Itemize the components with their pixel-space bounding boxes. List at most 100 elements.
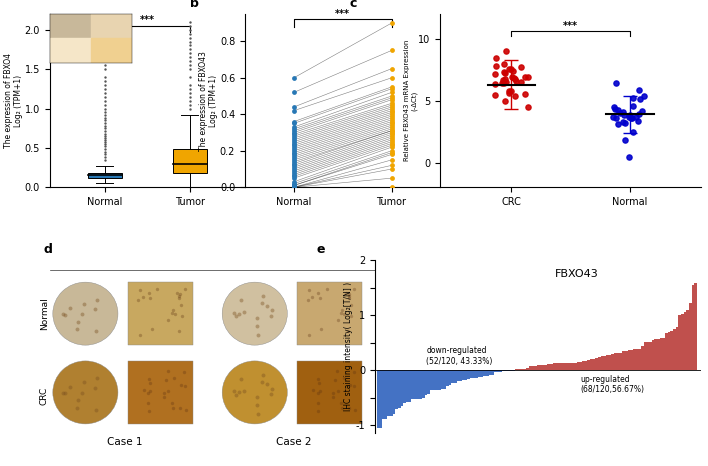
- Point: [184, 65, 195, 73]
- Point: [288, 120, 299, 127]
- Bar: [651, 340, 654, 370]
- Point: [73, 318, 84, 325]
- Point: [158, 390, 169, 397]
- Bar: [569, 363, 571, 370]
- Point: [329, 376, 341, 384]
- Point: [312, 399, 324, 406]
- Point: [288, 144, 299, 151]
- Point: [386, 116, 397, 123]
- Point: [176, 312, 188, 320]
- Point: [251, 393, 263, 401]
- Point: [91, 375, 103, 382]
- Point: [315, 325, 326, 333]
- Text: ***: ***: [335, 9, 350, 20]
- Point: [230, 391, 241, 398]
- Point: [258, 293, 269, 300]
- Bar: [520, 369, 523, 370]
- Bar: [414, 370, 416, 399]
- Point: [331, 367, 343, 375]
- Point: [615, 110, 626, 117]
- Point: [99, 105, 110, 112]
- Bar: [464, 370, 467, 380]
- Bar: [609, 355, 612, 370]
- Bar: [670, 331, 673, 370]
- Bar: [593, 359, 595, 370]
- Point: [99, 97, 110, 104]
- Point: [64, 304, 76, 312]
- Point: [175, 381, 186, 389]
- Circle shape: [222, 282, 287, 345]
- Point: [230, 312, 241, 320]
- Bar: [435, 370, 438, 390]
- Text: ***: ***: [139, 15, 155, 25]
- Bar: [654, 339, 657, 370]
- Point: [386, 85, 397, 93]
- Bar: [625, 351, 627, 370]
- Point: [288, 74, 299, 82]
- Point: [499, 69, 510, 77]
- Point: [257, 299, 268, 307]
- Bar: [673, 329, 675, 370]
- Text: e: e: [316, 243, 325, 256]
- Point: [348, 285, 360, 292]
- Point: [143, 289, 154, 297]
- Bar: [451, 370, 454, 384]
- Point: [498, 69, 510, 76]
- Point: [288, 147, 299, 155]
- Y-axis label: Relative FBXO43 mRNA Expression
(-ΔCt): Relative FBXO43 mRNA Expression (-ΔCt): [404, 40, 417, 161]
- Point: [386, 92, 397, 100]
- Point: [169, 310, 181, 318]
- Point: [288, 160, 299, 167]
- Point: [184, 54, 195, 61]
- Point: [386, 149, 397, 157]
- Bar: [449, 370, 451, 385]
- Point: [257, 378, 268, 385]
- Point: [184, 85, 195, 93]
- Point: [174, 290, 185, 297]
- Point: [173, 292, 185, 300]
- Bar: [612, 354, 614, 370]
- Point: [321, 285, 332, 293]
- Bar: [406, 370, 409, 402]
- Point: [386, 134, 397, 142]
- Point: [503, 87, 515, 95]
- Bar: [606, 355, 609, 370]
- Point: [625, 115, 636, 122]
- Bar: [384, 370, 387, 418]
- Point: [349, 383, 360, 390]
- Bar: [571, 363, 574, 370]
- Bar: [297, 361, 362, 424]
- Bar: [297, 282, 362, 345]
- Text: FBXO43: FBXO43: [555, 269, 599, 279]
- Point: [99, 54, 110, 61]
- Point: [288, 171, 299, 178]
- Point: [386, 103, 397, 111]
- Bar: [470, 370, 473, 378]
- Point: [386, 94, 397, 102]
- Bar: [686, 310, 689, 370]
- Point: [288, 184, 299, 191]
- Bar: [558, 363, 561, 370]
- Point: [159, 393, 170, 401]
- Bar: [588, 360, 590, 370]
- Point: [144, 294, 156, 302]
- Point: [328, 390, 339, 397]
- Point: [489, 71, 501, 78]
- Bar: [550, 364, 553, 370]
- Point: [314, 294, 326, 302]
- Point: [288, 174, 299, 182]
- Point: [386, 125, 397, 133]
- Point: [99, 143, 110, 150]
- Point: [135, 287, 146, 294]
- Point: [386, 151, 397, 158]
- Point: [288, 164, 299, 171]
- Point: [343, 294, 355, 302]
- Point: [386, 65, 397, 72]
- Point: [57, 389, 69, 397]
- Point: [76, 389, 87, 397]
- Bar: [428, 370, 430, 394]
- Point: [612, 106, 624, 113]
- Bar: [689, 303, 692, 370]
- Bar: [649, 342, 651, 370]
- Point: [162, 367, 173, 375]
